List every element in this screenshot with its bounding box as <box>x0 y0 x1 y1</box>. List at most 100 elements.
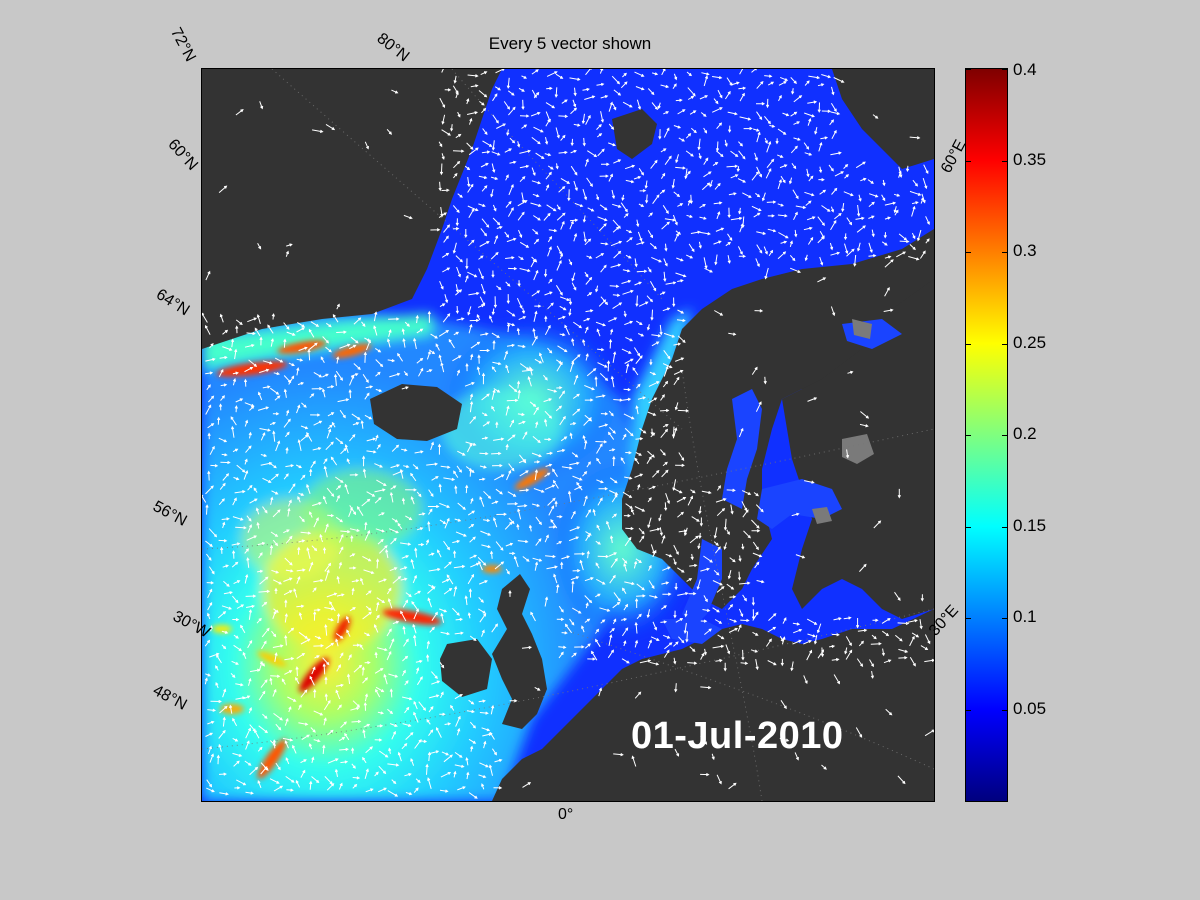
velocity-vector <box>573 232 578 242</box>
velocity-vector <box>821 74 832 79</box>
velocity-vector <box>391 779 397 785</box>
velocity-vector <box>560 134 566 141</box>
velocity-vector <box>639 535 645 543</box>
velocity-vector <box>365 746 373 754</box>
velocity-vector <box>517 141 521 148</box>
velocity-vector <box>547 497 556 506</box>
velocity-vector <box>533 406 539 415</box>
velocity-vector <box>204 639 211 647</box>
velocity-vector <box>349 566 357 570</box>
velocity-vector <box>846 217 853 226</box>
velocity-vector <box>741 543 745 550</box>
velocity-vector <box>441 252 450 258</box>
velocity-vector <box>767 81 775 86</box>
velocity-vector <box>465 441 477 446</box>
velocity-vector <box>703 595 708 603</box>
velocity-vector <box>573 123 581 127</box>
velocity-vector <box>464 165 471 171</box>
velocity-vector <box>221 453 228 457</box>
velocity-vector <box>509 419 514 428</box>
velocity-vector <box>426 369 433 373</box>
velocity-vector <box>271 569 280 574</box>
velocity-vector <box>622 101 633 108</box>
velocity-vector <box>339 747 349 752</box>
velocity-vector <box>638 301 649 307</box>
velocity-vector <box>306 432 313 442</box>
velocity-vector <box>715 658 723 663</box>
velocity-vector <box>599 372 609 382</box>
velocity-vector <box>387 708 394 715</box>
velocity-vector <box>492 361 502 366</box>
velocity-vector <box>413 700 418 710</box>
velocity-vector <box>651 341 660 347</box>
velocity-vector <box>598 487 609 491</box>
velocity-vector <box>284 634 288 646</box>
velocity-vector <box>894 591 901 601</box>
velocity-vector <box>767 660 777 666</box>
velocity-vector <box>780 700 787 710</box>
velocity-vector <box>738 555 742 562</box>
velocity-vector <box>672 214 678 226</box>
velocity-vector <box>479 296 486 307</box>
velocity-vector <box>416 667 420 674</box>
velocity-vector <box>544 153 552 157</box>
velocity-vector <box>564 623 573 634</box>
velocity-vector <box>440 362 445 373</box>
velocity-vector <box>441 153 445 160</box>
velocity-vector <box>819 256 824 266</box>
velocity-vector <box>782 617 787 624</box>
velocity-vector <box>336 330 347 334</box>
velocity-vector <box>647 267 652 273</box>
velocity-vector <box>625 254 632 259</box>
velocity-vector <box>374 738 383 742</box>
velocity-vector <box>313 579 324 583</box>
velocity-vector <box>569 432 573 439</box>
velocity-vector <box>597 497 603 506</box>
velocity-vector <box>780 658 784 667</box>
velocity-vector <box>793 137 801 141</box>
velocity-vector <box>427 777 432 789</box>
velocity-vector <box>387 763 400 767</box>
velocity-vector <box>313 710 324 716</box>
velocity-vector <box>235 683 244 687</box>
velocity-vector <box>911 205 916 217</box>
velocity-vector <box>230 338 235 348</box>
velocity-vector <box>325 441 334 451</box>
velocity-vector <box>443 754 453 763</box>
velocity-vector <box>468 738 477 744</box>
velocity-vector <box>308 328 315 338</box>
velocity-vector <box>418 512 426 516</box>
velocity-vector <box>481 544 492 549</box>
velocity-vector <box>401 328 405 335</box>
velocity-vector <box>804 254 808 262</box>
velocity-vector <box>469 721 476 729</box>
velocity-vector <box>206 787 215 793</box>
velocity-vector <box>340 721 347 728</box>
velocity-vector <box>414 590 421 595</box>
velocity-vector <box>587 150 598 158</box>
velocity-vector <box>506 237 517 243</box>
velocity-vector <box>205 485 214 495</box>
velocity-vector <box>675 98 683 102</box>
velocity-vector <box>232 378 237 386</box>
velocity-vector <box>234 405 238 413</box>
velocity-vector <box>506 294 510 304</box>
velocity-vector <box>872 114 879 119</box>
velocity-vector <box>385 548 389 559</box>
velocity-vector <box>689 563 698 568</box>
velocity-vector <box>613 592 621 602</box>
velocity-vector <box>519 149 532 154</box>
velocity-vector <box>517 504 528 508</box>
velocity-vector <box>571 272 576 282</box>
velocity-vector <box>282 737 294 742</box>
velocity-vector <box>817 236 825 244</box>
velocity-vector <box>920 594 924 602</box>
velocity-vector <box>570 107 578 115</box>
velocity-vector <box>247 317 258 323</box>
velocity-vector <box>518 316 527 321</box>
velocity-vector <box>658 129 662 140</box>
velocity-vector <box>322 663 326 675</box>
velocity-vector <box>544 596 549 607</box>
velocity-vector <box>672 427 678 439</box>
velocity-vector <box>363 569 375 575</box>
